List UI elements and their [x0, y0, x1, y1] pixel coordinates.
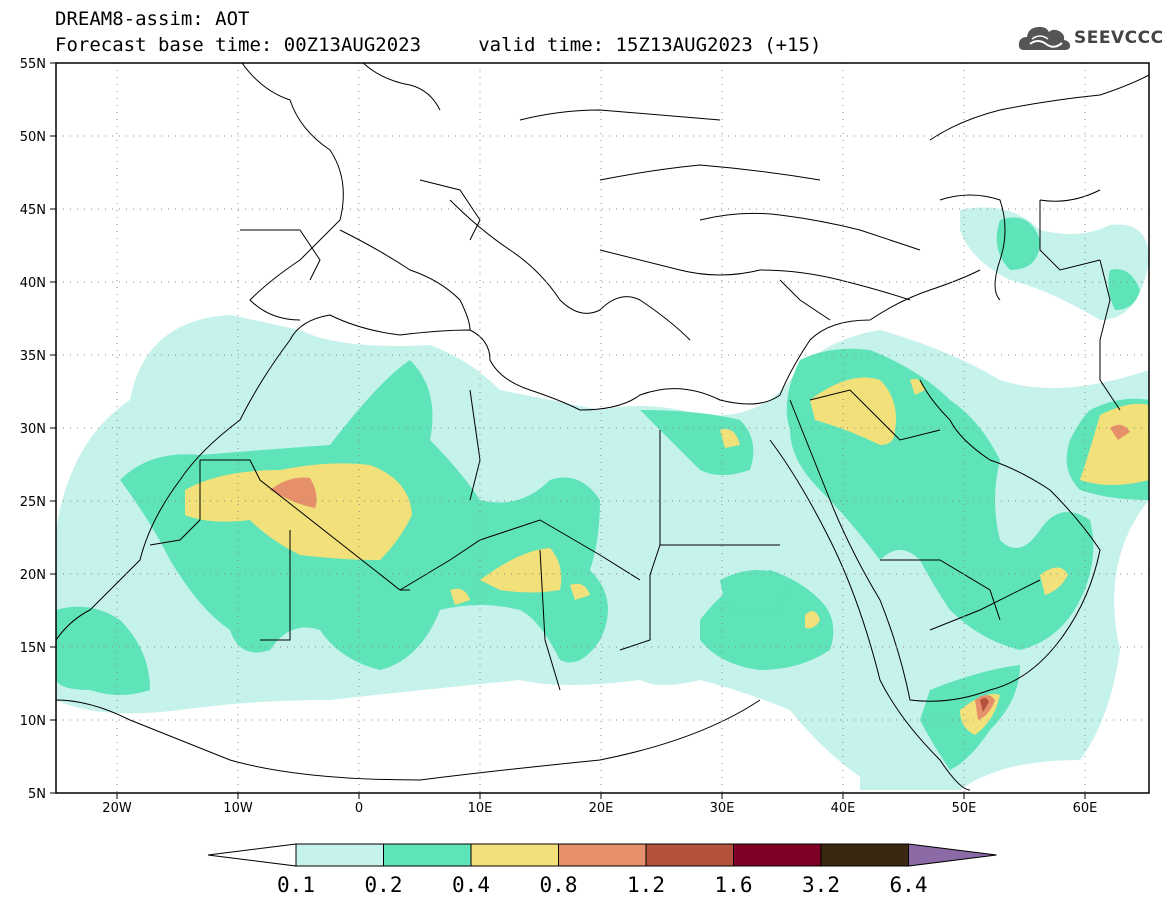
colorbar-label: 0.1: [277, 873, 315, 897]
lat-tick-label: 45N: [20, 203, 46, 218]
lon-tick-labels: 20W 10W 0 10E 20E 30E 40E 50E 60E: [102, 801, 1097, 816]
lon-tick-label: 20W: [102, 801, 132, 816]
aot-shading-layer: [56, 207, 1149, 790]
colorbar-label: 0.8: [540, 873, 578, 897]
lat-lon-grid: [56, 63, 1149, 793]
lat-tick-label: 15N: [20, 641, 46, 656]
lat-tick-label: 40N: [20, 276, 46, 291]
lat-tick-label: 30N: [20, 422, 46, 437]
coastlines-borders: [56, 63, 1149, 791]
lat-tick-label: 5N: [28, 787, 46, 802]
lon-tick-label: 20E: [589, 801, 614, 816]
colorbar-swatches: [207, 843, 997, 867]
lon-tick-label: 50E: [952, 801, 977, 816]
colorbar-swatch: [820, 843, 909, 867]
lat-tick-label: 25N: [20, 495, 46, 510]
lat-tick-labels: 55N 50N 45N 40N 35N 30N 25N 20N 15N 10N …: [20, 57, 46, 802]
colorbar-under-triangle: [207, 843, 297, 867]
lon-tick-label: 10W: [223, 801, 253, 816]
colorbar-swatch: [470, 843, 559, 867]
logo-text: SEEVCCC: [1074, 28, 1164, 48]
colorbar-label: 3.2: [802, 873, 840, 897]
colorbar-swatch: [558, 843, 647, 867]
colorbar-label: 0.4: [452, 873, 490, 897]
chart-title: DREAM8-assim: AOT: [55, 8, 250, 30]
colorbar-swatch: [733, 843, 822, 867]
colorbar-label: 1.2: [627, 873, 665, 897]
lon-tick-label: 10E: [468, 801, 493, 816]
seevccc-logo: SEEVCCC: [1018, 22, 1163, 56]
lat-tick-label: 20N: [20, 568, 46, 583]
colorbar-swatch: [295, 843, 384, 867]
lat-tick-label: 10N: [20, 714, 46, 729]
lat-tick-label: 55N: [20, 57, 46, 72]
lat-tick-label: 35N: [20, 349, 46, 364]
lat-tick-label: 50N: [20, 130, 46, 145]
lon-tick-label: 0: [355, 801, 363, 816]
colorbar-swatch: [645, 843, 734, 867]
colorbar-label: 6.4: [890, 873, 928, 897]
colorbar-labels: 0.1 0.2 0.4 0.8 1.2 1.6 3.2 6.4: [277, 873, 927, 897]
colorbar-over-triangle: [908, 843, 997, 867]
lon-tick-label: 60E: [1073, 801, 1098, 816]
axis-ticks: [50, 62, 1086, 799]
cloud-icon: [1018, 26, 1070, 50]
lon-tick-label: 40E: [831, 801, 856, 816]
aot-band-1.2: [980, 697, 989, 712]
colorbar-label: 0.2: [365, 873, 403, 897]
forecast-time-subtitle: Forecast base time: 00Z13AUG2023 valid t…: [55, 34, 822, 56]
lon-tick-label: 30E: [710, 801, 735, 816]
colorbar-label: 1.6: [715, 873, 753, 897]
colorbar-swatch: [383, 843, 472, 867]
